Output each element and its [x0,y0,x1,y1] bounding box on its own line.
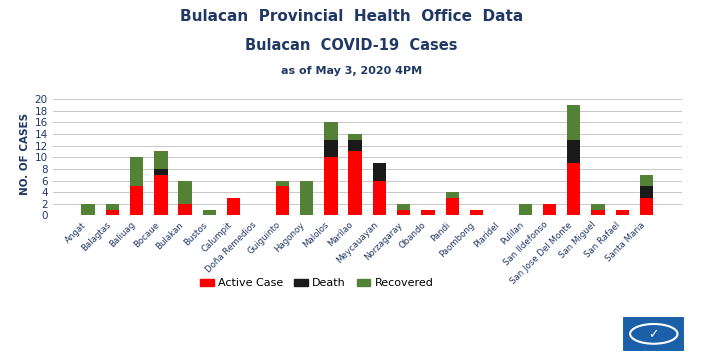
Bar [276,186,289,215]
Bar [543,204,556,215]
Bar [82,204,95,215]
Bar [616,210,629,215]
Bar [105,210,119,215]
Bar [105,204,119,210]
Bar [324,122,337,140]
Bar [446,198,459,215]
Bar [300,181,314,215]
Bar [276,181,289,186]
Y-axis label: NO. OF CASES: NO. OF CASES [20,113,30,195]
Bar [179,181,192,204]
Bar [349,140,362,151]
Bar [324,157,337,215]
Bar [567,105,581,140]
Bar [567,163,581,215]
Bar [640,186,653,198]
Bar [179,204,192,215]
Bar [591,204,605,210]
Text: ✓: ✓ [649,328,659,341]
Bar [373,163,386,181]
Bar [470,210,483,215]
Bar [202,210,216,215]
Bar [397,210,411,215]
Bar [421,210,434,215]
Bar [154,151,167,169]
Bar [446,192,459,198]
Bar [130,186,143,215]
Bar [227,198,240,215]
Legend: Active Case, Death, Recovered: Active Case, Death, Recovered [196,274,438,293]
Bar [349,151,362,215]
Bar [519,204,532,215]
Text: Bulacan  Provincial  Health  Office  Data: Bulacan Provincial Health Office Data [180,9,523,24]
Bar [130,157,143,186]
Bar [324,140,337,157]
Text: Bulacan  COVID-19  Cases: Bulacan COVID-19 Cases [245,38,458,53]
Bar [154,169,167,175]
Bar [640,175,653,186]
Bar [373,181,386,215]
Bar [567,140,581,163]
Bar [154,175,167,215]
Bar [397,204,411,210]
Bar [640,198,653,215]
Bar [349,134,362,140]
Text: as of May 3, 2020 4PM: as of May 3, 2020 4PM [281,66,422,76]
Bar [591,210,605,215]
